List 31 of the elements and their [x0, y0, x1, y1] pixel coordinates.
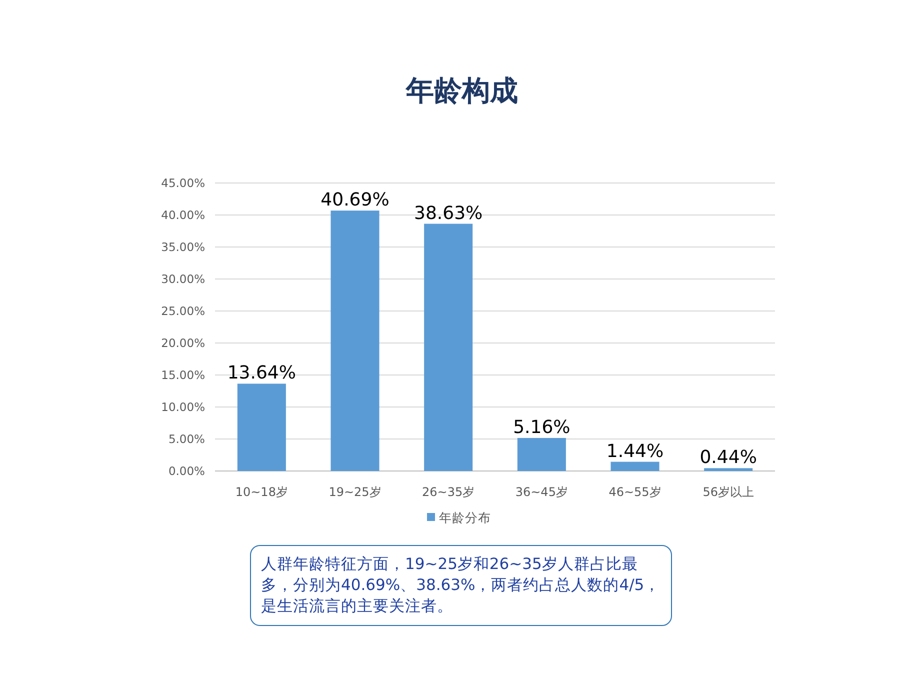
bar [517, 438, 566, 471]
y-tick-label: 30.00% [161, 272, 206, 286]
legend-label: 年龄分布 [439, 510, 491, 525]
y-tick-label: 45.00% [161, 176, 206, 190]
x-tick-label: 10~18岁 [235, 485, 288, 499]
y-tick-label: 40.00% [161, 208, 206, 222]
x-tick-label: 26~35岁 [422, 485, 475, 499]
bar [610, 462, 660, 471]
bar [237, 384, 286, 471]
data-label: 0.44% [700, 447, 757, 468]
data-label: 13.64% [227, 362, 296, 384]
y-tick-label: 0.00% [168, 464, 206, 478]
data-label: 40.69% [320, 190, 390, 211]
y-tick-label: 5.00% [168, 432, 206, 446]
bar [330, 210, 380, 471]
data-label: 5.16% [513, 416, 570, 438]
y-tick-label: 35.00% [161, 240, 206, 254]
bar [704, 468, 753, 471]
x-tick-label: 19~25岁 [328, 485, 382, 499]
y-tick-label: 25.00% [161, 304, 206, 318]
data-label: 38.63% [414, 202, 483, 224]
bar [424, 224, 473, 471]
x-tick-label: 56岁以上 [702, 485, 754, 499]
chart-title: 年龄构成 [405, 74, 518, 107]
data-label: 1.44% [606, 440, 664, 462]
x-tick-label: 36~45岁 [515, 485, 568, 499]
y-tick-label: 20.00% [161, 336, 206, 350]
y-tick-label: 10.00% [161, 400, 206, 414]
text: 人群年龄特征方面，19~25岁和26~35岁人群占比最多，分别为40.69%、38.63%，两者约占总人数的4/5，是生活流言的主要关注者。 [250, 545, 672, 626]
x-tick-label: 46~55岁 [608, 485, 662, 499]
y-tick-label: 15.00% [161, 368, 206, 382]
